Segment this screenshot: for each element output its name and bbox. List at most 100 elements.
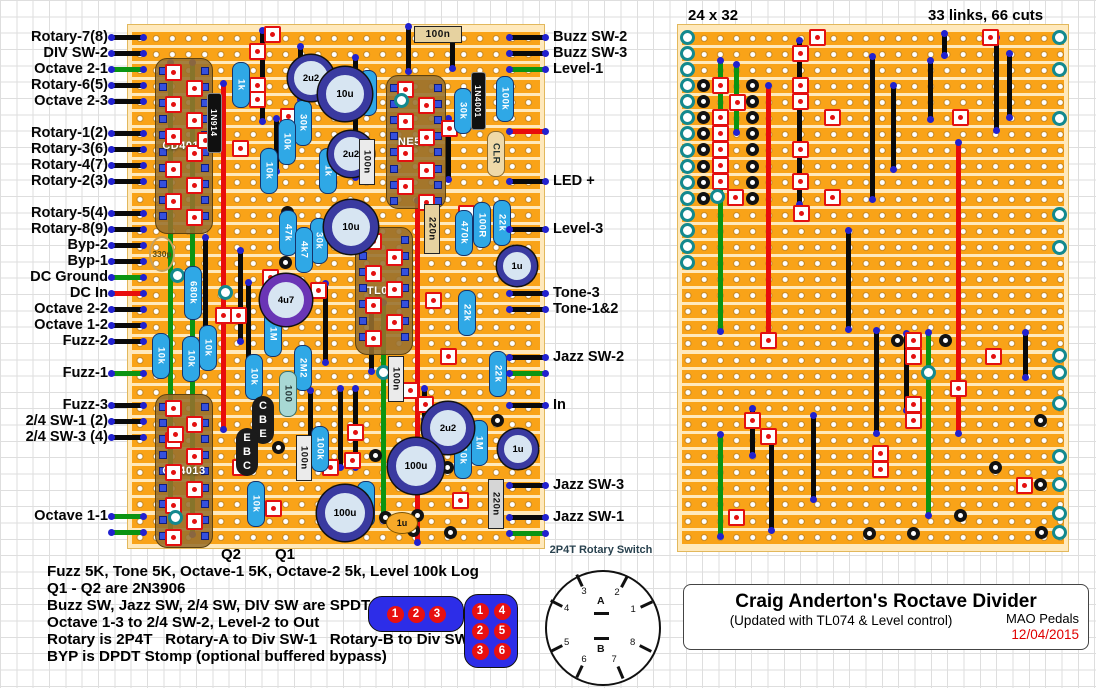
connection-label: Fuzz-1	[62, 365, 108, 381]
track-cut	[424, 291, 442, 309]
ic-pad-cut	[165, 528, 182, 546]
diode-1N914: 1N914	[206, 93, 222, 153]
track-cut	[711, 156, 729, 174]
resistor-2M2: 2M2	[294, 345, 312, 391]
connection-label: Tone-3	[553, 285, 600, 301]
connection-label: Rotary-8(9)	[30, 221, 108, 237]
track-cut	[346, 423, 364, 441]
ring-hole	[1051, 206, 1067, 222]
copper-strip	[682, 31, 1064, 45]
junction-hole	[490, 413, 504, 427]
link-wire	[764, 82, 772, 339]
track-cut	[871, 460, 889, 478]
resistor-10k: 10k	[247, 481, 265, 527]
junction-hole	[938, 333, 952, 347]
link-wire	[940, 30, 948, 59]
connection-wire	[108, 417, 147, 425]
connection-wire	[108, 33, 147, 41]
ring-hole	[709, 188, 725, 204]
connection-label: Level-3	[553, 221, 604, 237]
capacitor-10u: 10u	[324, 200, 378, 254]
connection-label: Rotary-6(5)	[30, 77, 108, 93]
copper-strip	[682, 289, 1064, 303]
ic-pad-cut	[165, 64, 182, 81]
junction-hole	[745, 142, 759, 156]
capacitor-220n: 220n	[424, 204, 440, 254]
junction-hole	[696, 175, 710, 189]
link-wire	[236, 247, 244, 345]
copper-strip	[682, 273, 1064, 286]
copper-strip	[682, 208, 1064, 222]
junction-hole	[862, 526, 876, 540]
ic-pad-cut	[186, 208, 203, 226]
resistor-10k: 10k	[245, 354, 263, 400]
junction-hole	[953, 508, 967, 522]
ring-hole	[1051, 110, 1067, 126]
ic-pin	[401, 300, 409, 309]
connection-label: Jazz SW-2	[553, 349, 625, 365]
connection-label: Rotary-1(2)	[30, 125, 108, 141]
ic-pin	[401, 332, 409, 341]
track-cut	[343, 451, 361, 469]
ic-pad-cut	[165, 400, 182, 417]
note-line: Fuzz 5K, Tone 5K, Octave-1 5K, Octave-2 …	[47, 563, 479, 580]
track-cut	[229, 306, 247, 324]
copper-strip	[682, 256, 1064, 270]
track-cut	[711, 108, 729, 126]
ic-pad-cut	[397, 145, 414, 163]
connection-wire	[506, 529, 549, 537]
copper-strip	[682, 337, 1064, 351]
connection-wire	[506, 369, 549, 377]
connection-wire	[506, 289, 549, 297]
copper-strip	[682, 514, 1064, 528]
connection-wire	[506, 353, 549, 361]
resistor-30k: 30k	[294, 100, 312, 146]
junction-hole	[696, 142, 710, 156]
track-cut	[759, 427, 777, 445]
track-cut	[248, 90, 266, 108]
track-cut	[214, 306, 232, 324]
copper-strip	[682, 353, 1064, 367]
track-cut	[808, 28, 826, 46]
rotary-pin-number: 7	[611, 654, 617, 666]
connection-wire	[108, 321, 147, 329]
connection-label: DC In	[69, 285, 108, 301]
rotary-pin-number: 8	[629, 636, 636, 648]
junction-hole	[696, 191, 710, 205]
link-wire	[258, 27, 266, 125]
ic-pin	[390, 196, 398, 205]
connection-label: Rotary-7(8)	[30, 29, 108, 45]
resistor-10k: 10k	[260, 148, 278, 194]
ic-pad-cut	[186, 480, 203, 498]
ic-pin	[434, 148, 442, 157]
ic-pin	[201, 531, 209, 540]
ic-pad-cut	[165, 192, 182, 210]
ring-hole	[679, 254, 695, 270]
track-cut	[791, 140, 809, 158]
link-wire	[748, 405, 756, 459]
copper-strip	[682, 224, 1064, 238]
ring-hole	[679, 125, 695, 141]
link-wire	[809, 412, 817, 503]
legend-number: 5	[493, 622, 511, 640]
connection-label: DC Ground	[30, 269, 108, 285]
resistor-CLR: CLR	[487, 131, 505, 177]
capacitor-100n: 100n	[388, 356, 404, 402]
connection-wire	[506, 127, 549, 135]
track-cut	[871, 444, 889, 462]
ring-hole	[679, 222, 695, 238]
connection-label: Jazz SW-1	[553, 509, 625, 525]
ic-pin	[159, 147, 167, 156]
copper-strip	[682, 401, 1064, 415]
note-line: Octave 1-3 to 2/4 SW-2, Level-2 to Out	[47, 614, 320, 631]
junction-hole	[1033, 413, 1047, 427]
resistor-100k: 100k	[496, 76, 514, 122]
rotary-pole-b: B	[597, 643, 605, 655]
track-cut	[823, 188, 841, 206]
junction-hole	[696, 159, 710, 173]
junction-hole	[271, 440, 285, 454]
track-cut	[984, 347, 1002, 365]
connection-label: Byp-2	[67, 237, 108, 253]
